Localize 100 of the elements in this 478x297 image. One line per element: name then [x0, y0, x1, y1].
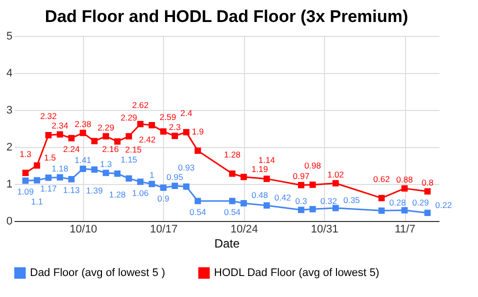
point [126, 175, 132, 182]
data-label: 1.28 [109, 190, 126, 200]
point [148, 122, 155, 128]
point [183, 129, 190, 136]
point [194, 198, 201, 204]
point [114, 170, 121, 177]
data-label: 2.4 [180, 108, 192, 118]
point [378, 194, 385, 202]
point [148, 180, 155, 188]
y-tick-label: 2 [6, 142, 12, 154]
data-label: 0.9 [157, 194, 170, 204]
data-label: 0.29 [412, 197, 430, 208]
data-label: 0.98 [304, 160, 322, 171]
point [424, 210, 431, 216]
point [229, 170, 236, 177]
data-label: 2.59 [160, 112, 176, 122]
point [80, 130, 86, 136]
data-label: 1.13 [63, 185, 80, 196]
point [68, 176, 75, 182]
point [378, 207, 385, 214]
data-label: 0.97 [292, 171, 310, 182]
point [80, 166, 86, 172]
data-label: 0.93 [178, 162, 195, 173]
data-label: 0.95 [166, 172, 184, 182]
point [401, 185, 408, 192]
point [126, 133, 132, 140]
point [264, 176, 270, 182]
data-label: 2.3 [168, 122, 181, 132]
point [45, 132, 52, 138]
data-label: 2.34 [52, 120, 68, 130]
data-label: 1.5 [44, 152, 56, 162]
data-label: 1.3 [100, 158, 112, 169]
data-label: 1.3 [20, 148, 32, 159]
data-label: 1.06 [132, 188, 149, 198]
data-label: 1.02 [327, 169, 344, 180]
point [22, 178, 29, 184]
point [298, 206, 304, 214]
point [22, 170, 29, 176]
data-label: 0.54 [224, 207, 241, 218]
data-label: 1.9 [192, 126, 204, 137]
point [56, 174, 64, 181]
point [56, 131, 64, 138]
point [91, 166, 98, 173]
point [240, 200, 247, 206]
data-label: 1.41 [74, 154, 92, 165]
point [34, 177, 40, 184]
data-label: 1.18 [52, 163, 68, 174]
data-label: 2.16 [102, 144, 119, 154]
data-label: 0.3 [295, 196, 308, 206]
point [102, 170, 110, 176]
point [298, 182, 304, 188]
point [45, 174, 52, 181]
point [332, 180, 339, 186]
point [264, 202, 270, 209]
data-label: 1.15 [120, 154, 138, 164]
point [172, 182, 178, 190]
point [34, 162, 40, 169]
data-label: 0.22 [435, 200, 452, 210]
data-label: 1 [149, 170, 154, 180]
data-label: 2.42 [139, 134, 156, 144]
x-tick-label: 10/10 [70, 224, 98, 236]
point [194, 148, 201, 154]
y-tick-label: 3 [6, 104, 12, 116]
point [424, 188, 431, 195]
data-label: 0.42 [274, 192, 292, 202]
point [183, 183, 190, 190]
point [160, 128, 166, 135]
point [91, 138, 98, 144]
point [102, 133, 110, 140]
data-label: 0.28 [389, 198, 406, 208]
data-label: 2.15 [125, 144, 142, 154]
x-tick-label: 10/31 [310, 224, 338, 236]
data-label: 2.32 [40, 111, 57, 122]
point [114, 138, 121, 145]
point [309, 206, 316, 212]
x-tick-label: 10/24 [230, 224, 258, 236]
data-label: 0.88 [396, 174, 414, 184]
data-label: 2.38 [74, 118, 92, 129]
data-label: 0.8 [422, 177, 434, 188]
chart-title: Dad Floor and HODL Dad Floor (3x Premium) [44, 7, 408, 26]
point [240, 174, 247, 180]
data-label: 2.24 [63, 144, 80, 154]
data-label: 2.62 [132, 100, 149, 110]
point [401, 207, 408, 214]
point [309, 182, 316, 188]
y-tick-label: 5 [6, 30, 12, 42]
x-tick-label: 11/7 [394, 224, 416, 236]
point [332, 204, 339, 212]
point [137, 120, 144, 128]
data-label: 0.32 [320, 196, 338, 206]
data-label: 1.39 [86, 186, 103, 196]
data-label: 1.09 [17, 186, 34, 197]
data-label: 1.1 [31, 196, 44, 206]
point [229, 198, 236, 204]
y-tick-label: 4 [6, 68, 12, 80]
data-label: 0.48 [251, 190, 268, 200]
legend-label: HODL Dad Floor (avg of lowest 5) [214, 267, 380, 279]
y-tick-label: 1 [6, 178, 12, 190]
x-axis-title: Date [214, 236, 240, 250]
y-tick-label: 0 [6, 216, 12, 228]
